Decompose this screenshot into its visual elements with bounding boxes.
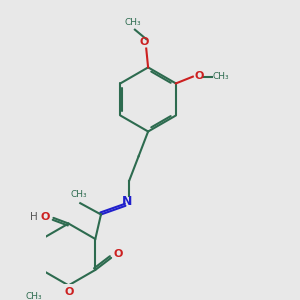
Text: O: O: [64, 287, 74, 297]
Text: O: O: [113, 249, 123, 259]
Text: O: O: [195, 71, 204, 81]
Text: N: N: [122, 195, 133, 208]
Text: CH₃: CH₃: [212, 72, 229, 81]
Text: H: H: [30, 212, 37, 222]
Text: CH₃: CH₃: [70, 190, 87, 200]
Text: CH₃: CH₃: [125, 18, 141, 27]
Text: O: O: [40, 212, 50, 222]
Text: CH₃: CH₃: [26, 292, 42, 300]
Text: O: O: [140, 37, 149, 47]
